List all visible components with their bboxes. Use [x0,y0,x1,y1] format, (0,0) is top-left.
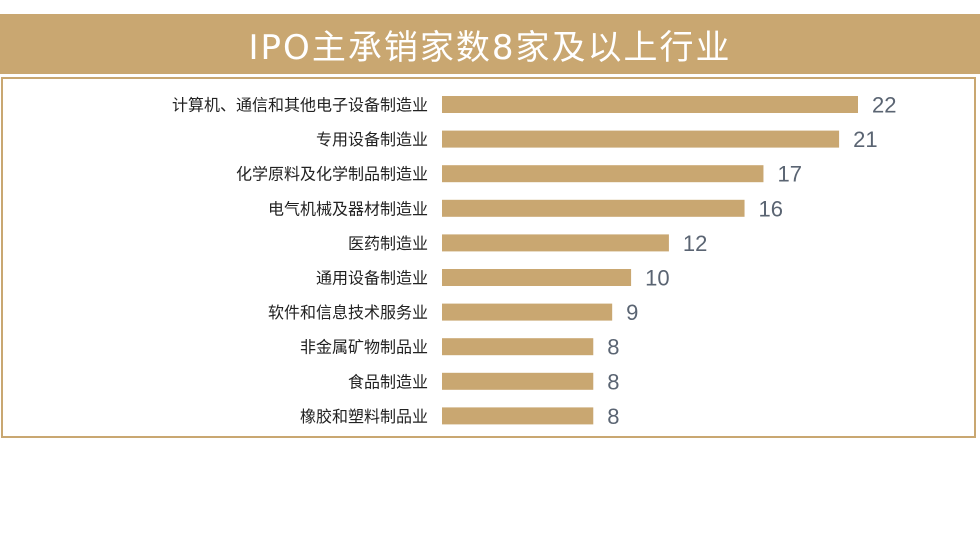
category-label: 化学原料及化学制品制造业 [236,165,428,184]
value-label: 16 [759,196,783,221]
bar [442,407,594,425]
value-label: 10 [645,266,669,291]
bar [442,338,594,356]
bar [442,234,669,252]
category-label: 专用设备制造业 [316,130,428,149]
bar [442,96,858,113]
value-label: 21 [853,127,877,152]
category-label: 电气机械及器材制造业 [268,199,428,218]
category-label: 软件和信息技术服务业 [268,303,428,322]
value-label: 22 [872,93,896,118]
value-label: 8 [607,335,619,360]
value-label: 17 [777,162,801,187]
bar [442,130,840,148]
category-label: 医药制造业 [348,234,428,253]
value-label: 9 [626,300,638,325]
category-label: 食品制造业 [348,372,428,391]
value-label: 8 [607,369,619,394]
chart-title-banner: IPO主承销家数8家及以上行业 [0,14,980,74]
bar [442,303,613,321]
category-label: 通用设备制造业 [316,269,428,288]
chart-title: IPO主承销家数8家及以上行业 [248,27,732,68]
category-label: 非金属矿物制品业 [300,338,428,357]
bar [442,199,745,217]
bar [442,165,764,183]
value-label: 8 [607,404,619,429]
category-label: 计算机、通信和其他电子设备制造业 [172,96,428,115]
bar [442,372,594,390]
value-label: 12 [683,231,707,256]
category-label: 橡胶和塑料制品业 [300,407,428,426]
bar [442,269,632,286]
